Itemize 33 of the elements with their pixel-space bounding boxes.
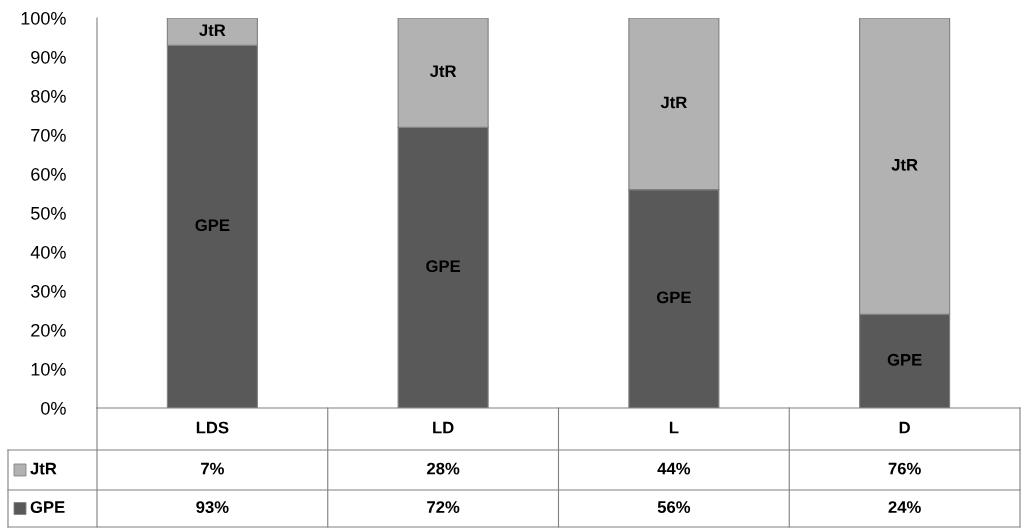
data-label: 7% <box>201 462 224 475</box>
x-tick-label: D <box>899 421 910 434</box>
data-label: 56% <box>657 501 691 513</box>
data-label: 44% <box>657 462 691 475</box>
data-label: 72% <box>427 501 460 513</box>
text: GPE <box>195 219 230 232</box>
y-tick-label: 80% <box>31 89 66 103</box>
y-tick-label: 100% <box>21 11 66 25</box>
y-tick-label: 30% <box>31 284 66 298</box>
data-label: 93% <box>196 501 229 513</box>
text: JtR <box>199 24 226 37</box>
x-tick-label: L <box>669 421 679 434</box>
text: GPE <box>656 291 691 304</box>
x-tick-label: LDS <box>196 421 229 434</box>
y-tick-label: 40% <box>30 245 66 259</box>
y-tick-label: 90% <box>31 50 66 64</box>
x-tick-label: LD <box>433 421 454 434</box>
legend-label: GPE <box>30 501 65 513</box>
y-tick-label: 0% <box>41 401 66 415</box>
legend-label: JtR <box>30 462 57 475</box>
text: GPE <box>426 260 461 273</box>
text: JtR <box>660 96 687 109</box>
y-tick-label: 60% <box>31 167 66 181</box>
data-label: 24% <box>888 501 921 513</box>
text: GPE <box>887 353 922 366</box>
y-tick-label: 50% <box>31 206 66 220</box>
y-tick-label: 20% <box>31 323 66 337</box>
y-tick-label: 70% <box>31 128 66 142</box>
data-label: 28% <box>427 462 460 475</box>
data-label: 76% <box>888 462 921 475</box>
y-tick-label: 10% <box>31 362 66 376</box>
text: JtR <box>429 65 457 78</box>
text: JtR <box>891 159 918 171</box>
